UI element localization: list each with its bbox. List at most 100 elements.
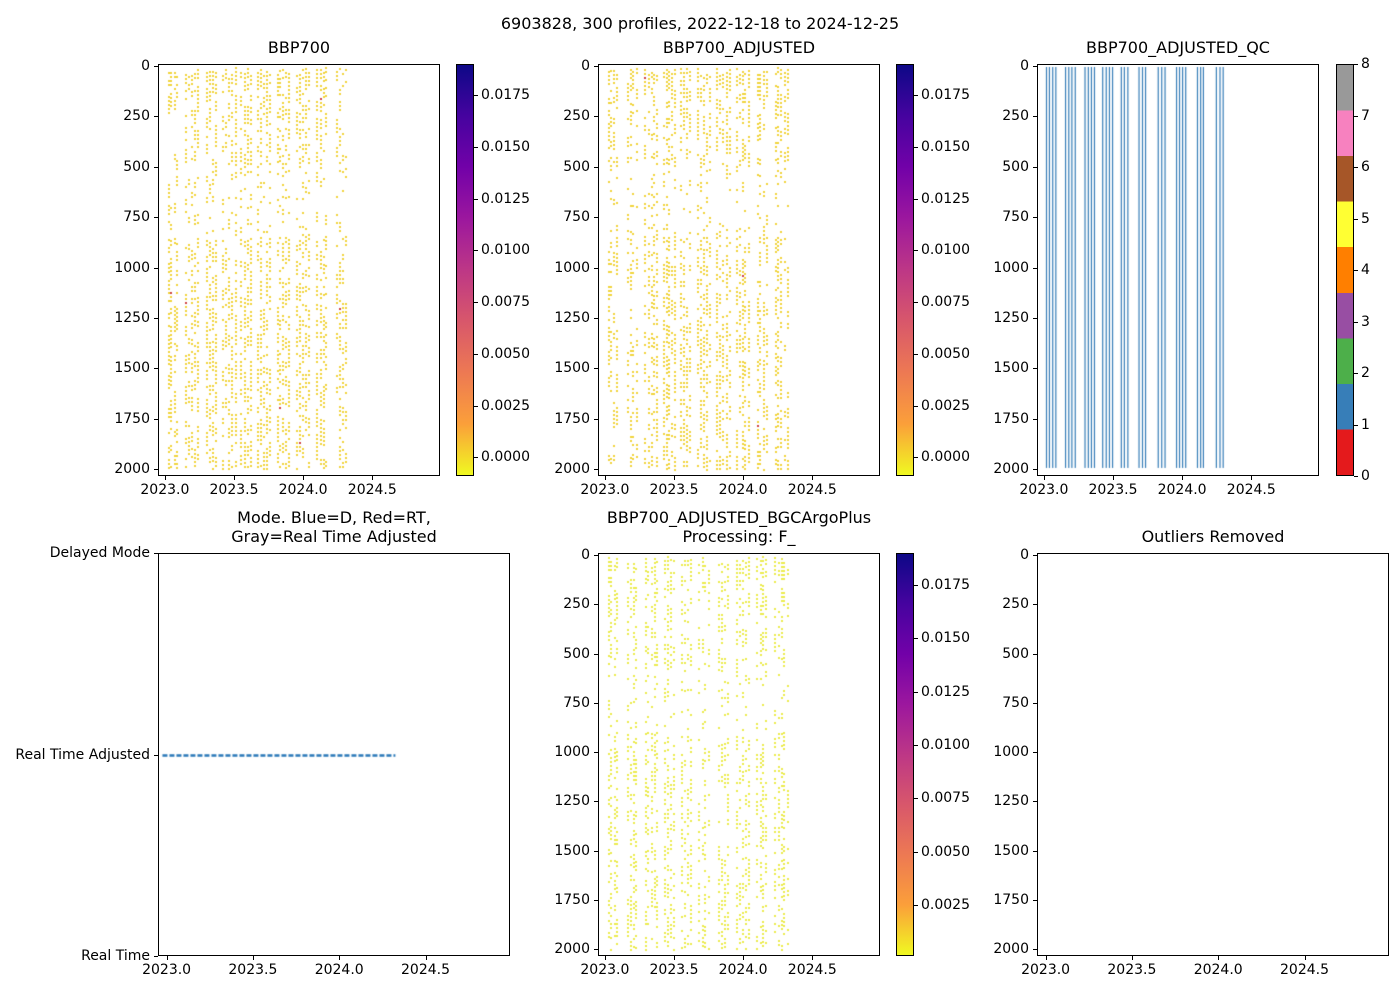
colorbar-tick-label: 0.0050 [921,345,970,362]
y-tickmark [1033,604,1037,606]
colorbar-tickmark [914,585,918,586]
y-tickmark [1033,66,1037,67]
colorbar-tick-label: 0.0075 [921,790,970,807]
axes-bbp700 [158,64,440,476]
y-tickmark [1033,116,1037,118]
plot-title-line: BBP700_ADJUSTED_QC [1086,38,1270,57]
colorbar-tickmark [914,353,918,355]
colorbar-tick-label: 0.0150 [921,630,970,647]
plot-data-bbp700-adjusted [599,65,879,475]
x-tick-label: 2024.0 [1193,962,1243,978]
axes-bbp700-adjusted-bgcargoplus [598,553,880,956]
colorbar-tickmark [914,457,918,459]
y-tickmark [594,368,598,370]
plot-title-outliers-removed: Outliers Removed [957,527,1400,546]
colorbar-tickmark [914,198,918,200]
colorbar-tickmark [474,198,478,200]
colorbar-tickmark [914,638,918,640]
x-tickmark [812,476,814,480]
y-tick-label: 2000 [993,460,1029,477]
colorbar-tickmark [914,250,918,252]
y-tickmark [154,956,158,957]
colorbar-tick-label: 0.0050 [921,843,970,860]
plot-title-line: Gray=Real Time Adjusted [231,527,437,546]
y-tickmark [594,317,598,319]
x-tickmark [1043,476,1045,480]
colorbar-tickmark [914,691,918,693]
y-tick-label: 250 [563,596,590,613]
x-tickmark [674,476,675,480]
plot-data-outliers-removed [1038,554,1388,955]
y-tick-label: 250 [1002,596,1029,613]
colorbar-tick-label: 0.0100 [921,736,970,753]
x-tick-label: 2024.0 [718,962,768,978]
plot-data-mode [159,554,509,955]
y-tick-label: 500 [563,645,590,662]
x-tick-label: 2024.0 [278,482,328,498]
colorbar-tickmark [914,798,918,800]
y-tick-label: 0 [1020,58,1029,74]
y-tickmark [154,66,158,67]
colorbar-tick-label: 0.0075 [481,294,530,311]
y-tick-label: 1000 [993,259,1029,276]
y-tick-label: Real Time [81,948,150,964]
colorbar-tick-label: 0.0000 [921,449,970,466]
axes-bbp700-adjusted [598,64,880,476]
colorbar-tickmark [914,405,918,407]
y-tickmark [594,418,598,420]
x-tick-label: 2024.5 [347,482,397,498]
colorbar-tickmark [474,302,478,304]
x-tick-label: 2023.5 [209,482,259,498]
plot-title-line: Mode. Blue=D, Red=RT, [237,508,431,527]
colorbar-tickmark [474,146,478,148]
x-tickmark [372,476,374,480]
colorbar-tick-label: 0.0025 [921,397,970,414]
plot-title-bbp700-adjusted-qc: BBP700_ADJUSTED_QC [957,38,1399,57]
colorbar-tickmark [914,904,918,906]
y-tickmark [594,702,598,704]
x-tickmark [743,476,745,480]
y-tick-label: 2000 [993,941,1029,958]
x-tick-label: 2023.0 [140,482,190,498]
x-tickmark [1218,956,1220,960]
x-tick-label: 2023.5 [649,962,699,978]
y-tickmark [154,317,158,319]
x-tick-label: 2024.0 [1157,482,1207,498]
y-tickmark [154,468,158,470]
colorbar-tick-label: 3 [1361,313,1370,330]
colorbar-tick-label: 1 [1361,416,1370,433]
x-tick-label: 2024.0 [314,962,364,978]
x-tickmark [604,956,606,960]
y-tickmark [594,116,598,118]
y-tick-label: 0 [141,58,150,74]
y-tickmark [1033,801,1037,803]
colorbar-tickmark [1354,270,1358,271]
x-tick-label: 2023.5 [649,482,699,498]
plot-title-line: Processing: F_ [682,527,796,546]
y-tick-label: 500 [563,158,590,175]
colorbar-tickmark [1354,373,1358,374]
colorbar-tick-label: 0.0125 [481,190,530,207]
x-tickmark [339,956,341,960]
y-tickmark [594,66,598,67]
colorbar-tickmark [914,744,918,746]
axes-bbp700-adjusted-qc [1037,64,1319,476]
colorbar-tick-label: 8 [1361,56,1370,72]
y-tickmark [1033,899,1037,901]
colorbar-tickmark [914,146,918,148]
y-tick-label: 1750 [554,410,590,427]
y-tickmark [154,553,158,554]
y-tick-label: 1000 [114,259,150,276]
plot-title-bbp700: BBP700 [78,38,520,57]
y-tickmark [594,949,598,951]
y-tick-label: 750 [563,694,590,711]
y-tickmark [594,752,598,753]
y-tick-label: 2000 [554,941,590,958]
colorbar-tickmark [914,95,918,97]
y-tick-label: 500 [123,158,150,175]
plot-title-mode: Mode. Blue=D, Red=RT, Gray=Real Time Adju… [78,508,590,546]
colorbar-tick-label: 0.0175 [481,87,530,104]
plot-title-bbp700-adjusted-bgcargoplus: BBP700_ADJUSTED_BGCArgoPlus Processing: F… [518,508,960,546]
x-tick-label: 2023.5 [1088,482,1138,498]
